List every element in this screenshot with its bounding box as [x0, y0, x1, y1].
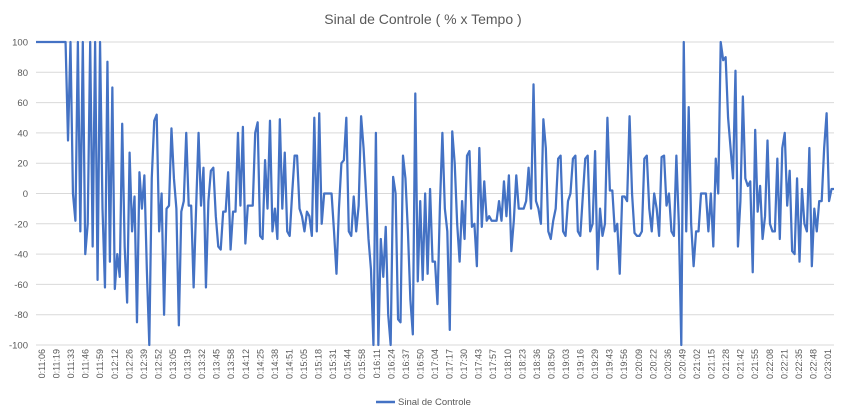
x-tick-label: 0:16:50	[415, 349, 425, 379]
x-tick-label: 0:21:55	[750, 349, 760, 379]
x-tick-label: 0:15:05	[299, 349, 309, 379]
x-tick-label: 0:15:31	[328, 349, 338, 379]
x-tick-label: 0:11:19	[52, 349, 62, 378]
x-axis-tick-labels: 0:11:06 0:11:19 0:11:33 0:11:46 0:11:59 0:12:…	[37, 349, 833, 379]
x-tick-label: 0:23:01	[823, 349, 833, 379]
y-tick-label: -40	[14, 250, 28, 261]
x-tick-label: 0:19:16	[576, 349, 586, 379]
x-tick-label: 0:21:02	[692, 349, 702, 379]
y-tick-label: -20	[14, 219, 28, 230]
x-tick-label: 0:13:58	[226, 349, 236, 379]
x-tick-label: 0:21:28	[721, 349, 731, 379]
x-tick-label: 0:11:59	[95, 349, 105, 378]
x-tick-label: 0:20:49	[677, 349, 687, 379]
x-tick-label: 0:18:10	[503, 349, 513, 379]
y-axis-tick-labels: 100 80 60 40 20 0 -20 -40 -60 -80 -100	[9, 38, 28, 352]
y-tick-label: 20	[17, 159, 28, 170]
x-tick-label: 0:15:44	[343, 349, 353, 379]
x-tick-label: 0:13:05	[168, 349, 178, 379]
legend-label: Sinal de Controle	[398, 397, 471, 408]
x-tick-label: 0:13:45	[212, 349, 222, 379]
y-tick-label: 0	[23, 189, 28, 200]
x-tick-label: 0:15:18	[314, 349, 324, 379]
y-tick-label: -60	[14, 280, 28, 291]
x-tick-label: 0:20:36	[663, 349, 673, 379]
x-tick-label: 0:17:30	[459, 349, 469, 379]
x-tick-label: 0:21:42	[736, 349, 746, 379]
x-tick-label: 0:17:04	[430, 349, 440, 379]
x-tick-label: 0:12:39	[139, 349, 149, 379]
y-tick-label: 40	[17, 128, 28, 139]
y-tick-label: 60	[17, 98, 28, 109]
x-tick-label: 0:22:35	[794, 349, 804, 379]
chart-title: Sinal de Controle ( % x Tempo )	[324, 11, 521, 27]
y-tick-label: 100	[12, 38, 28, 49]
x-tick-label: 0:20:22	[648, 349, 658, 379]
x-tick-label: 0:17:17	[445, 349, 455, 379]
x-tick-label: 0:22:08	[765, 349, 775, 379]
x-tick-label: 0:22:21	[779, 349, 789, 379]
series-group	[36, 40, 834, 347]
x-tick-label: 0:18:23	[517, 349, 527, 379]
x-tick-label: 0:14:12	[241, 349, 251, 379]
x-tick-label: 0:19:43	[605, 349, 615, 379]
x-tick-label: 0:17:57	[488, 349, 498, 379]
x-tick-label: 0:12:26	[124, 349, 134, 379]
x-tick-label: 0:16:24	[386, 349, 396, 379]
y-tick-label: -100	[9, 341, 28, 352]
x-tick-label: 0:19:03	[561, 349, 571, 379]
x-tick-label: 0:19:56	[619, 349, 629, 379]
x-tick-label: 0:14:51	[284, 349, 294, 379]
series-line-0	[36, 40, 834, 347]
x-tick-label: 0:11:33	[66, 349, 76, 378]
legend: Sinal de Controle	[376, 397, 471, 408]
x-tick-label: 0:22:48	[808, 349, 818, 379]
x-tick-label: 0:18:36	[532, 349, 542, 379]
x-tick-label: 0:12:12	[110, 349, 120, 379]
x-tick-label: 0:16:11	[372, 349, 382, 378]
x-tick-label: 0:20:09	[634, 349, 644, 379]
x-tick-label: 0:13:19	[183, 349, 193, 379]
x-tick-label: 0:14:25	[255, 349, 265, 379]
y-tick-label: -80	[14, 310, 28, 321]
x-tick-label: 0:11:46	[81, 349, 91, 378]
x-tick-label: 0:19:29	[590, 349, 600, 379]
x-tick-label: 0:16:37	[401, 349, 411, 379]
x-tick-label: 0:17:43	[474, 349, 484, 379]
x-tick-label: 0:18:50	[546, 349, 556, 379]
x-tick-label: 0:13:32	[197, 349, 207, 379]
x-tick-label: 0:11:06	[37, 349, 47, 378]
x-tick-label: 0:12:52	[153, 349, 163, 379]
x-tick-label: 0:15:58	[357, 349, 367, 379]
x-tick-label: 0:21:15	[707, 349, 717, 379]
y-tick-label: 80	[17, 68, 28, 79]
x-tick-label: 0:14:38	[270, 349, 280, 379]
